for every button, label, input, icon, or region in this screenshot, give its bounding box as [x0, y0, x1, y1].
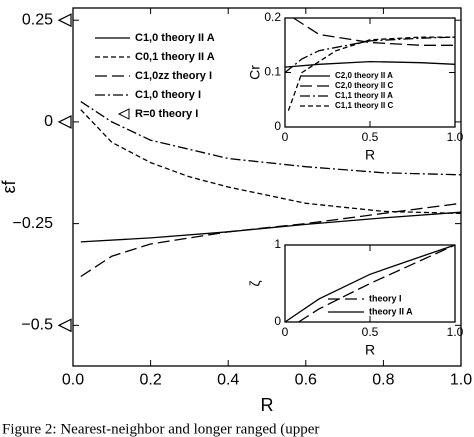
marker	[57, 13, 72, 28]
series-line	[284, 36, 456, 74]
series-line	[284, 60, 456, 68]
series-line	[80, 101, 462, 176]
x-tick-label: 1.0	[447, 325, 464, 339]
legend-label: theory I	[369, 293, 402, 303]
y-tick-label: 0.1	[264, 65, 281, 79]
x-axis-label: R	[261, 395, 274, 415]
legend-marker	[117, 108, 130, 120]
y-tick-label: 0	[274, 119, 281, 133]
y-tick-label: 1	[274, 237, 281, 251]
x-tick-label: 0.5	[362, 130, 379, 144]
x-tick-label: 0.0	[62, 372, 84, 389]
x-tick-label: 0.8	[372, 372, 394, 389]
x-tick-label: 0.5	[362, 325, 379, 339]
x-tick-label: 1.0	[447, 130, 464, 144]
series-line	[80, 109, 462, 215]
y-tick-label: 0.25	[22, 11, 53, 28]
x-tick-label: 0.2	[139, 372, 161, 389]
x-tick-label: 0	[282, 130, 289, 144]
legend-label: R=0 theory I	[135, 108, 198, 120]
legend-label: C0,1 theory II A	[135, 51, 215, 63]
x-axis-label: R	[365, 147, 375, 163]
caption: Figure 2: Nearest-neighbor and longer ra…	[2, 421, 319, 437]
series-line	[80, 211, 462, 243]
legend-label: C1,1 theory II A	[335, 91, 393, 100]
y-axis-label: Cr	[247, 65, 263, 80]
y-tick-label: 0	[274, 314, 281, 328]
plot-frame	[72, 7, 462, 367]
x-tick-label: 0	[282, 325, 289, 339]
legend-label: theory II A	[369, 306, 413, 316]
marker	[57, 114, 72, 129]
x-tick-label: 0.6	[295, 372, 317, 389]
y-tick-label: 0.2	[264, 10, 281, 24]
marker	[57, 318, 72, 333]
y-axis-label: ζ	[247, 280, 263, 286]
legend-label: C2,0 theory II C	[335, 81, 393, 90]
x-tick-label: 1.0	[450, 372, 472, 389]
legend-label: C1,1 theory II C	[335, 101, 393, 110]
y-tick-label: −0.5	[21, 317, 53, 334]
series-line	[80, 202, 462, 278]
legend-label: C1,0zz theory I	[135, 70, 212, 82]
x-axis-label: R	[365, 342, 375, 358]
legend-label: C2,0 theory II A	[335, 71, 393, 80]
legend-label: C1,0 theory I	[135, 89, 201, 101]
series-line	[287, 36, 455, 111]
y-axis-label: εf	[0, 179, 19, 193]
inset-background	[285, 18, 455, 127]
x-tick-label: 0.4	[217, 372, 239, 389]
series-line	[293, 17, 455, 46]
y-tick-label: −0.25	[13, 215, 54, 232]
series-line	[284, 244, 456, 323]
legend-label: C1,0 theory II A	[135, 32, 215, 44]
plot-frame	[284, 244, 456, 323]
y-tick-label: 0	[44, 113, 53, 130]
